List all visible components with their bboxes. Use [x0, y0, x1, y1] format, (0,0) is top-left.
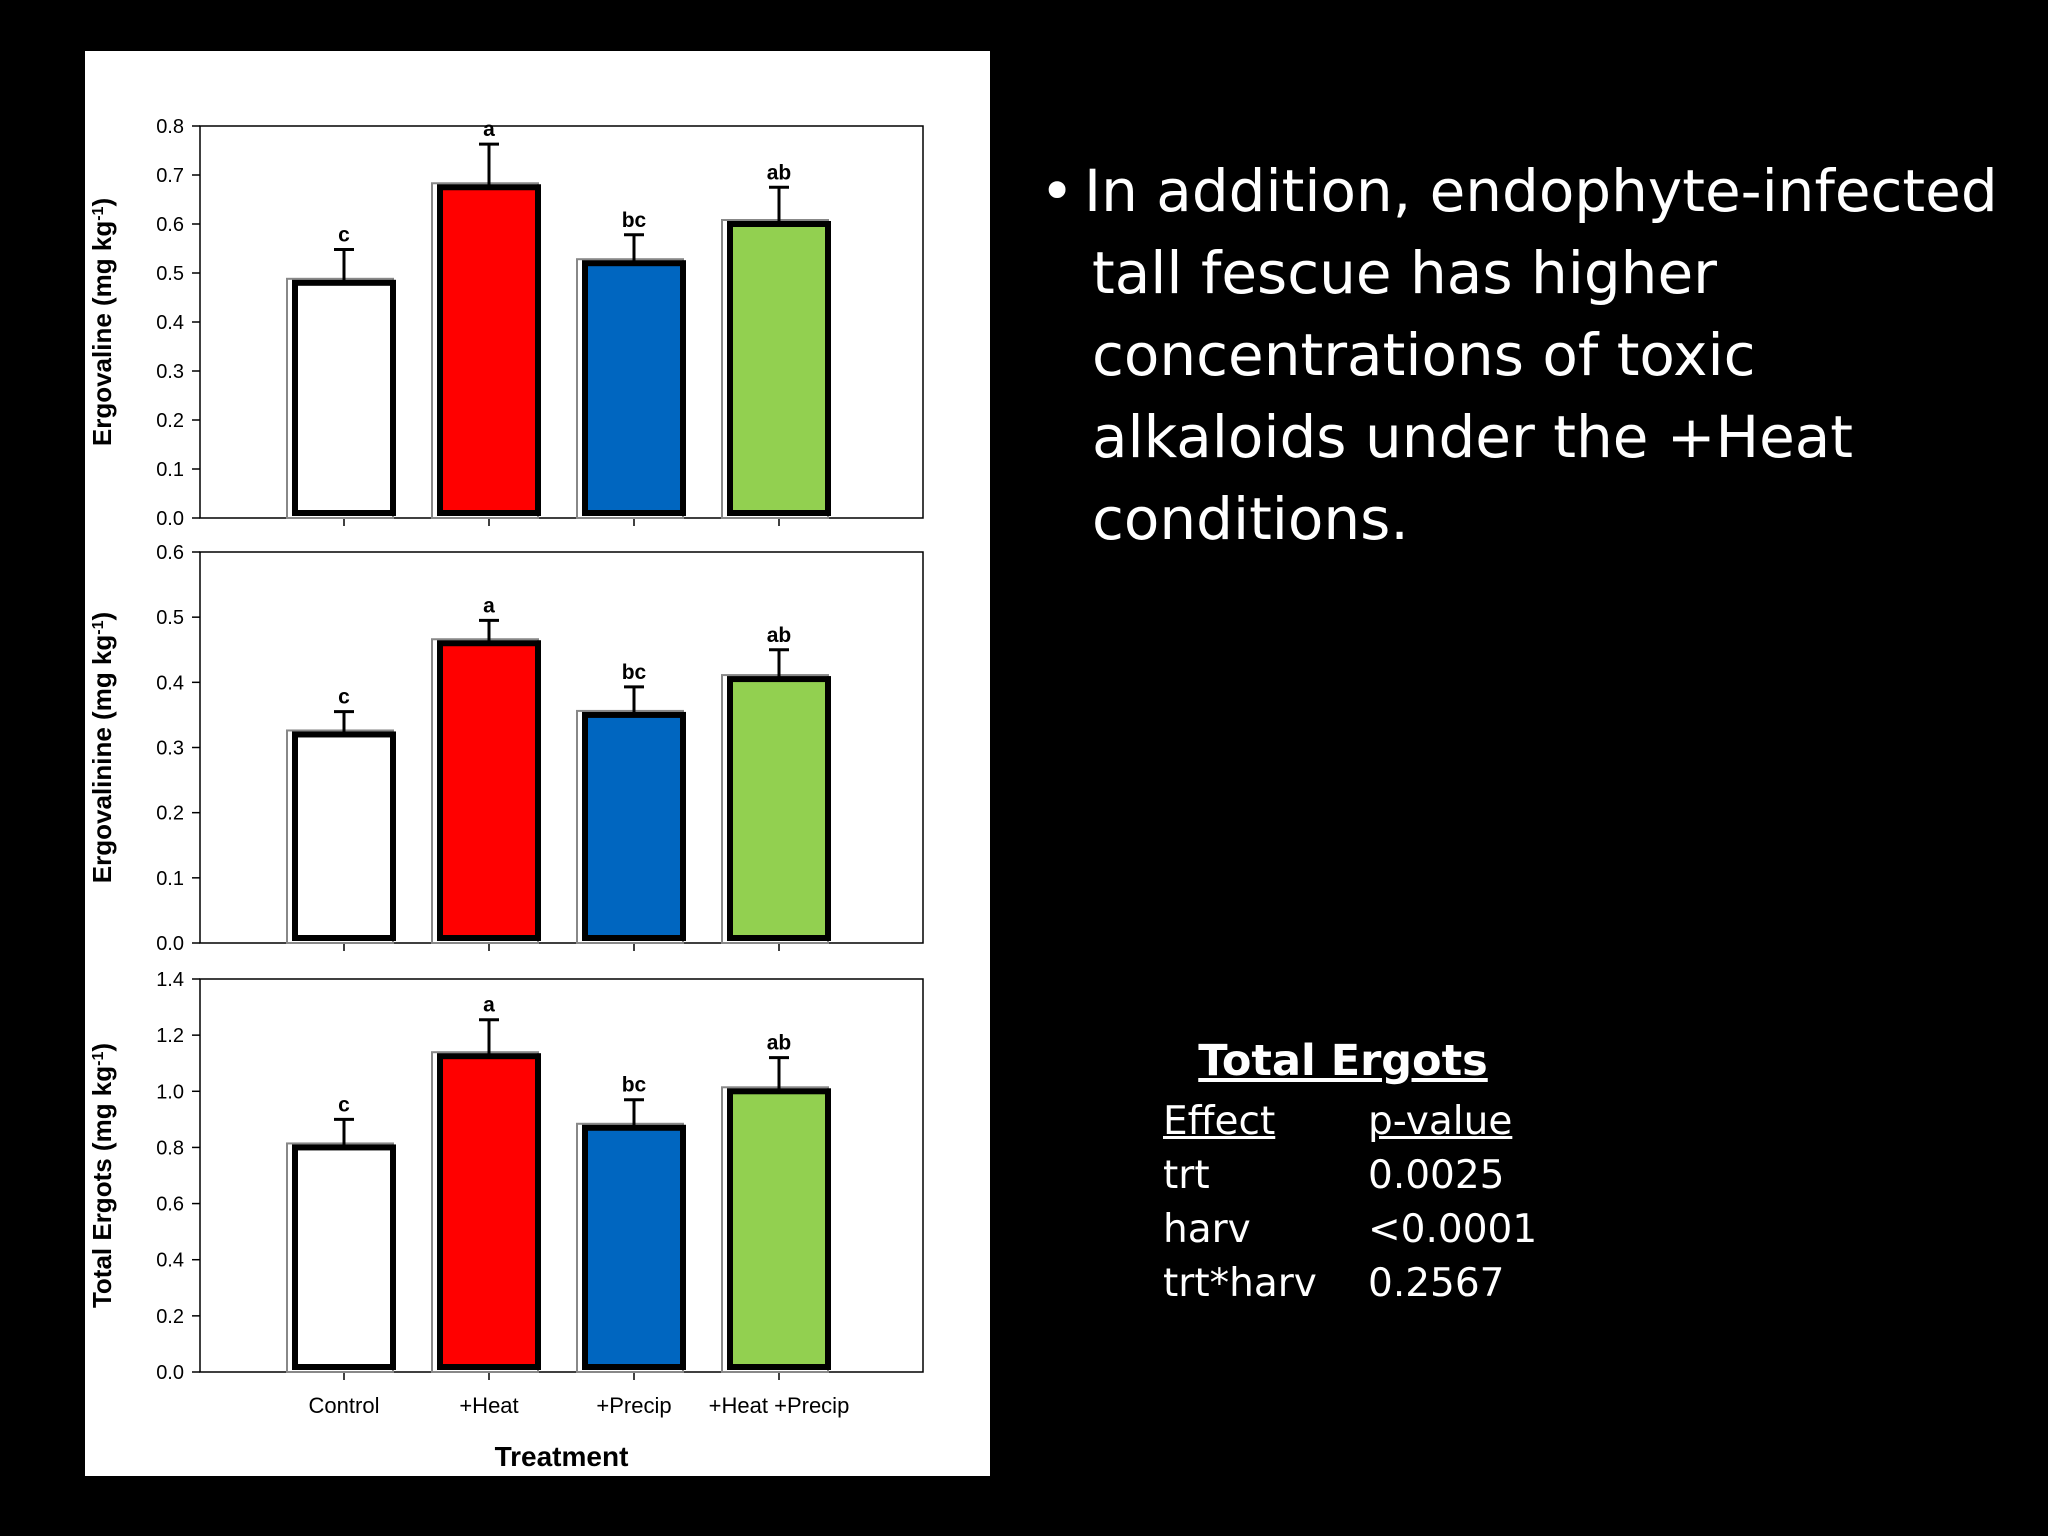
significance-letter: c	[338, 686, 350, 709]
y-tick-label: 0.5	[156, 607, 184, 629]
bar	[437, 184, 541, 516]
y-tick-label: 0.6	[156, 542, 184, 564]
bar	[437, 640, 541, 941]
y-tick-label: 1.2	[156, 1025, 184, 1047]
significance-letter: c	[338, 223, 350, 246]
y-tick-label: 0.3	[156, 738, 184, 760]
effect-cell: harv	[1163, 1206, 1251, 1252]
y-tick-label: 0.3	[156, 361, 184, 383]
bar	[292, 279, 396, 516]
significance-letter: bc	[622, 1074, 647, 1097]
x-category-label: +Precip	[596, 1393, 671, 1418]
y-tick-label: 0.0	[156, 508, 184, 530]
y-tick-label: 0.4	[156, 312, 184, 334]
header-pvalue: p-value	[1368, 1098, 1513, 1144]
y-tick-label: 1.0	[156, 1081, 184, 1103]
x-category-label: Control	[309, 1393, 380, 1418]
y-tick-label: 0.2	[156, 410, 184, 432]
y-axis-label-superscript: -1	[90, 620, 107, 634]
significance-letter: bc	[622, 209, 647, 232]
y-tick-label: 0.0	[156, 1362, 184, 1384]
significance-letter: ab	[767, 161, 792, 184]
significance-letter: c	[338, 1093, 350, 1116]
x-category-label: +Heat	[459, 1393, 518, 1418]
bullet-dot: •	[1040, 157, 1075, 225]
stats-row: harv <0.0001	[1163, 1202, 1583, 1256]
y-tick-label: 0.2	[156, 1306, 184, 1328]
figure-panel: 0.0 0.1 0.2 0.3 0.4 0.5 0.6 0.7 0.8 Ergovaline (m…	[85, 51, 990, 1476]
bar	[727, 221, 831, 516]
effect-cell: trt	[1163, 1152, 1210, 1198]
bar	[292, 731, 396, 942]
y-tick-label: 0.0	[156, 933, 184, 955]
significance-letter: a	[483, 594, 495, 617]
stats-header-row: Effect p-value	[1163, 1094, 1583, 1148]
bar	[582, 1124, 686, 1370]
y-tick-label: 0.8	[156, 116, 184, 138]
chart-panel-3: 0.0 0.2 0.4 0.6 0.8 1.0 1.2 1.4 Total Ergots (mg…	[87, 969, 924, 1472]
x-axis-label: Treatment	[495, 1441, 629, 1472]
y-axis-label: Ergovalinine (mg kg-1)	[87, 612, 117, 883]
y-axis-label-close: )	[87, 1043, 117, 1052]
y-tick-label: 0.7	[156, 165, 184, 187]
y-tick-label: 0.1	[156, 868, 184, 890]
y-axis-label-text: Ergovalinine (mg kg	[87, 635, 117, 884]
significance-letter: a	[483, 118, 495, 141]
plot-frame	[199, 978, 924, 1373]
y-tick-label: 1.4	[156, 969, 184, 991]
bar	[727, 1088, 831, 1371]
y-tick-label: 0.6	[156, 1194, 184, 1216]
chart-panel-2: 0.0 0.1 0.2 0.3 0.4 0.5 0.6 Ergovalinine (mg kg…	[87, 542, 924, 955]
y-tick-label: 0.8	[156, 1137, 184, 1159]
x-category-label: +Heat +Precip	[709, 1393, 850, 1418]
stats-title: Total Ergots	[1198, 1036, 1488, 1086]
y-axis-label-superscript: -1	[90, 1052, 107, 1066]
y-axis-label-close: )	[87, 612, 117, 621]
y-axis-label-superscript: -1	[90, 206, 107, 220]
significance-letter: bc	[622, 661, 647, 684]
effect-cell: trt*harv	[1163, 1260, 1317, 1306]
pvalue-cell: 0.2567	[1368, 1260, 1505, 1306]
pvalue-cell: 0.0025	[1368, 1152, 1505, 1198]
bar	[582, 711, 686, 942]
significance-letter: a	[483, 994, 495, 1017]
y-axis-label-text: Total Ergots (mg kg	[87, 1066, 117, 1308]
chart-figure: 0.0 0.1 0.2 0.3 0.4 0.5 0.6 0.7 0.8 Ergovaline (m…	[87, 116, 924, 1472]
bar	[727, 676, 831, 941]
y-tick-label: 0.1	[156, 459, 184, 481]
bar	[437, 1053, 541, 1370]
y-tick-label: 0.6	[156, 214, 184, 236]
bullet-text: In addition, endophyte-infected tall fes…	[1084, 157, 1998, 553]
significance-letter: ab	[767, 1032, 792, 1055]
bullet-point: • In addition, endophyte-infected tall f…	[1040, 150, 2000, 560]
stats-table: Total Ergots Effect p-value trt 0.0025 h…	[1163, 1036, 1583, 1310]
y-tick-label: 0.4	[156, 672, 184, 694]
chart-panel-1: 0.0 0.1 0.2 0.3 0.4 0.5 0.6 0.7 0.8 Ergovaline (m…	[87, 116, 924, 530]
y-tick-label: 0.4	[156, 1250, 184, 1272]
bar	[292, 1144, 396, 1371]
y-axis-label: Total Ergots (mg kg-1)	[87, 1043, 117, 1308]
y-tick-label: 0.2	[156, 803, 184, 825]
y-tick-label: 0.5	[156, 263, 184, 285]
bar	[582, 260, 686, 516]
stats-row: trt*harv 0.2567	[1163, 1256, 1583, 1310]
stats-row: trt 0.0025	[1163, 1148, 1583, 1202]
y-axis-label-close: )	[87, 198, 117, 207]
header-effect: Effect	[1163, 1098, 1276, 1144]
y-axis-label: Ergovaline (mg kg-1)	[87, 198, 117, 446]
y-axis-label-text: Ergovaline (mg kg	[87, 221, 117, 446]
pvalue-cell: <0.0001	[1368, 1206, 1538, 1252]
significance-letter: ab	[767, 624, 792, 647]
